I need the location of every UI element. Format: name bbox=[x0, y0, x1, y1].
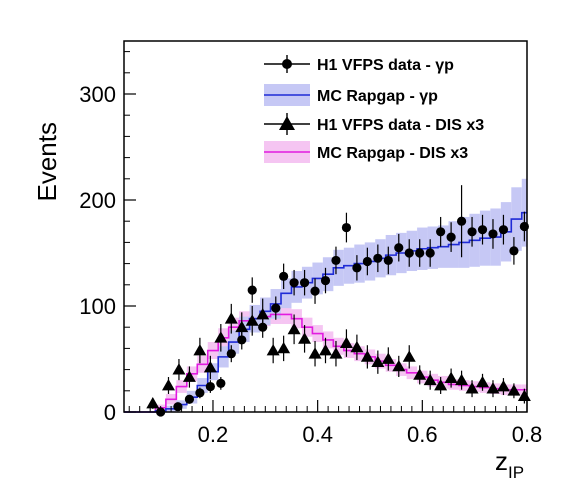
data-dis-point bbox=[381, 352, 395, 364]
data-gp-point bbox=[310, 286, 320, 296]
data-dis-point bbox=[214, 331, 228, 343]
data-gp-point bbox=[436, 227, 446, 237]
data-gp-point bbox=[373, 253, 383, 263]
data-dis-point bbox=[476, 375, 490, 388]
data-dis-point bbox=[287, 322, 301, 335]
mc-bands bbox=[124, 178, 527, 413]
data-dis-point bbox=[277, 341, 291, 354]
data-gp-point bbox=[289, 278, 299, 288]
data-dis-point bbox=[423, 373, 437, 386]
data-gp-point bbox=[383, 255, 393, 266]
data-gp-point bbox=[216, 378, 226, 388]
data-dis-point bbox=[161, 379, 175, 391]
data-dis-point bbox=[146, 397, 160, 409]
legend-label: MC Rapgap - γp bbox=[317, 88, 438, 105]
x-tick-label: 0.4 bbox=[302, 422, 333, 447]
data-gp-point bbox=[488, 229, 498, 239]
data-gp-point bbox=[446, 232, 456, 242]
data-gp-point bbox=[415, 248, 425, 258]
data-gp-point bbox=[456, 216, 467, 226]
data-gp-point bbox=[394, 243, 404, 253]
y-tick-label: 300 bbox=[79, 82, 116, 107]
y-tick-label: 0 bbox=[104, 400, 116, 425]
data-dis-point bbox=[308, 347, 322, 359]
data-dis-point bbox=[455, 373, 469, 386]
data-gp-point bbox=[509, 246, 519, 256]
legend: H1 VFPS data - γp MC Rapgap - γp H1 VFPS d… bbox=[264, 55, 484, 163]
data-dis-point bbox=[486, 382, 500, 394]
data-dis-point bbox=[371, 355, 385, 368]
data-dis-point bbox=[172, 363, 186, 375]
data-dis-point bbox=[444, 371, 458, 383]
axes bbox=[123, 40, 528, 413]
x-tick-label: 0.6 bbox=[407, 422, 438, 447]
data-dis-point bbox=[402, 350, 416, 362]
data-gp-point bbox=[205, 381, 215, 392]
x-axis-title-main: z bbox=[495, 446, 508, 476]
data-dis-point bbox=[360, 350, 374, 362]
data-dis-point bbox=[193, 344, 207, 356]
data-dis-point bbox=[392, 359, 406, 372]
data-dis-point bbox=[266, 344, 280, 356]
y-axis-title: Events bbox=[32, 122, 62, 202]
mc-gp-line bbox=[124, 211, 527, 413]
legend-label: H1 VFPS data - DIS x3 bbox=[317, 117, 484, 134]
data-gp-point bbox=[226, 349, 236, 359]
data-dis-point bbox=[203, 360, 217, 373]
data-gp-point bbox=[341, 222, 352, 233]
plot-frame bbox=[123, 40, 528, 413]
data-gp-point bbox=[320, 275, 331, 286]
legend-label: MC Rapgap - DIS x3 bbox=[317, 145, 468, 162]
data-gp-point bbox=[184, 394, 195, 404]
legend-triangle-marker bbox=[279, 116, 295, 130]
data-gp-point bbox=[279, 271, 289, 281]
data-dis-point bbox=[298, 332, 312, 344]
data-dis-point bbox=[465, 382, 479, 394]
data-gp-point bbox=[477, 225, 488, 235]
data-gp-point bbox=[352, 263, 362, 273]
data-dis-point bbox=[350, 340, 364, 353]
data-dis-point bbox=[182, 370, 196, 382]
data-dis-point bbox=[434, 379, 448, 391]
legend-circle-marker bbox=[282, 59, 292, 69]
data-dis-point bbox=[256, 307, 270, 320]
legend-label: H1 VFPS data - γp bbox=[317, 57, 454, 74]
data-gp-point bbox=[247, 285, 257, 295]
data-dis-point bbox=[224, 312, 238, 324]
data-gp-point bbox=[195, 388, 205, 398]
x-axis-title: zIP bbox=[495, 446, 524, 482]
data-gp-point bbox=[404, 248, 414, 258]
data-gp-point bbox=[467, 227, 477, 237]
data-gp-point bbox=[299, 278, 310, 288]
axis-ticks: 0 100 200 300 0.2 0.4 0.6 0.8 bbox=[79, 51, 543, 447]
data-gp-point bbox=[362, 256, 372, 267]
x-axis-title-sub: IP bbox=[508, 463, 524, 482]
data-dis-point bbox=[235, 320, 249, 333]
data-gp-point bbox=[173, 402, 183, 412]
data-dis-point bbox=[413, 368, 427, 380]
y-tick-label: 100 bbox=[79, 294, 116, 319]
data-dis-point bbox=[319, 344, 332, 356]
data-gp-point bbox=[425, 248, 435, 258]
data-gp-point bbox=[331, 255, 341, 266]
y-tick-label: 200 bbox=[79, 188, 116, 213]
data-gp-point bbox=[498, 225, 509, 235]
data-dis-point bbox=[329, 347, 343, 359]
data-dis-point bbox=[245, 314, 259, 326]
x-tick-label: 0.8 bbox=[512, 422, 543, 447]
data-gp-point bbox=[271, 303, 281, 313]
data-dis-point bbox=[496, 380, 510, 392]
data-dis-point bbox=[339, 336, 353, 348]
x-tick-label: 0.2 bbox=[198, 422, 229, 447]
data-dis-point bbox=[507, 384, 521, 396]
